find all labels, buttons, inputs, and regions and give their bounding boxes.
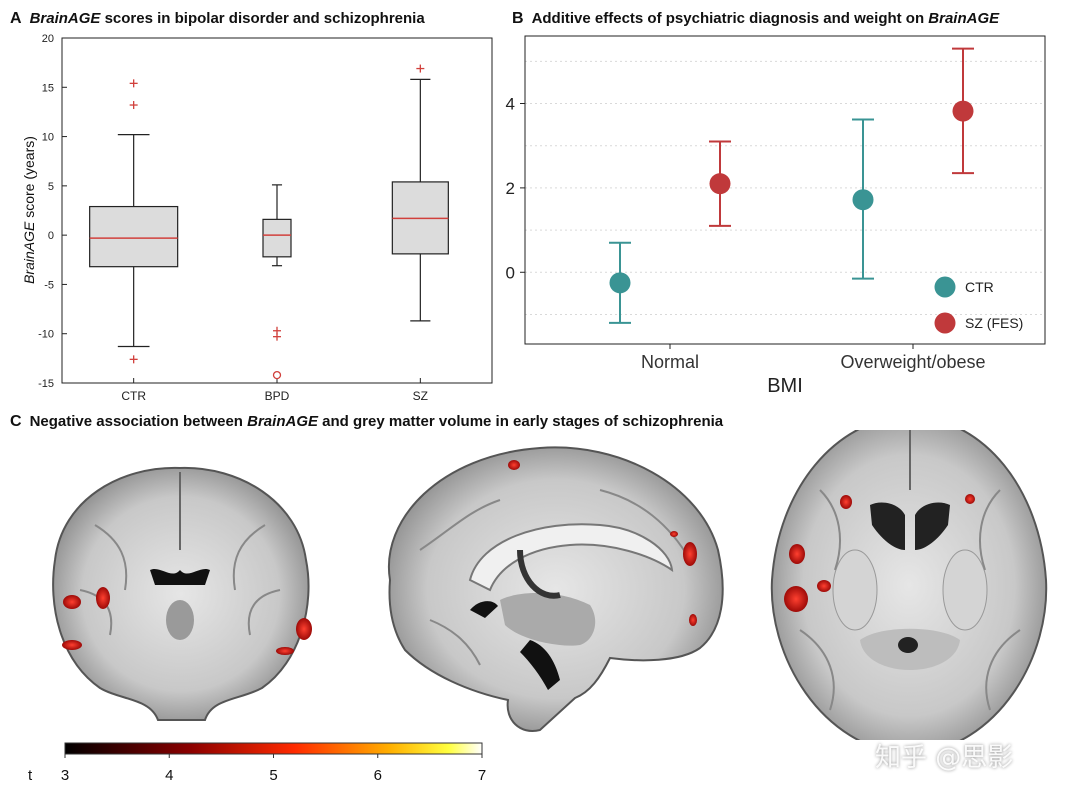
panel-b-letter: B [512,10,524,27]
y-axis-label-italic: BrainAGE [21,221,37,284]
outlier-plus [416,64,425,73]
y-tick-label: 10 [42,132,54,144]
cluster-sagittal-3 [670,531,678,537]
colorbar-gradient [64,742,483,755]
colorbar-tick-label: 6 [374,767,382,784]
cluster-axial-3 [817,580,831,592]
colorbar-label: t [28,767,33,784]
panel-c-title: C Negative association between BrainAGE a… [10,413,723,431]
x-tick-label: Overweight/obese [840,352,985,372]
cluster-coronal-4 [296,618,312,640]
cluster-axial-2 [789,544,805,564]
y-axis-label-rest: score (years) [21,136,37,222]
cluster-axial-4 [784,586,808,612]
watermark: 知乎 @思影 [875,743,1014,773]
pointrange-chart: 0 2 4 Normal Overweight/obese CTR SZ (FES) B… [506,35,1046,397]
series-ctr [609,118,874,324]
panel-c-title-post: and grey matter volume in early stages o… [318,413,724,430]
axial-slice [770,430,1048,740]
y-tick-label: 4 [506,95,515,114]
sagittal-slice [387,446,724,732]
legend-marker [934,276,956,298]
cluster-coronal-3 [62,640,82,650]
box-ctr [89,79,179,364]
panel-b-title-italic: BrainAGE [928,10,1000,27]
data-point [852,189,874,211]
panel-b-title-rest: Additive effects of psychiatric diagnosi… [531,10,929,27]
panel-c-title-italic: BrainAGE [247,413,318,430]
data-point [952,100,974,122]
boxplot-chart: -15 -10 -5 0 5 10 15 20 CTR BPD SZ BrainAGE score… [21,33,493,403]
legend-label: CTR [965,279,994,295]
outlier-plus [129,79,138,88]
x-tick-label: SZ [413,389,428,403]
outlier-plus [273,332,281,341]
panel-c-letter: C [10,413,22,430]
legend-label: SZ (FES) [965,315,1023,331]
colorbar-tick-label: 7 [478,767,486,784]
cluster-axial-1 [840,495,852,509]
cluster-axial-5 [965,494,975,504]
y-tick-label: 20 [42,33,54,45]
x-tick-label: BPD [265,389,290,403]
y-tick-label: 0 [48,230,54,242]
y-tick-label: -5 [44,279,54,291]
x-tick-label: Normal [641,352,699,372]
data-point [709,173,731,195]
outlier-circle [272,370,282,380]
y-tick-label: 5 [48,181,54,193]
legend-marker [934,312,956,334]
y-tick-label: 2 [506,179,515,198]
x-tick-label: CTR [121,389,146,403]
outlier-plus [129,101,138,110]
panel-a-letter: A [10,10,22,27]
colorbar-tick-label: 3 [61,767,69,784]
box-iqr [89,205,179,268]
plot-frame [524,35,1046,345]
colorbar: t 3 4 5 6 7 [28,742,486,784]
cluster-coronal-2 [96,587,110,609]
x-axis-label: BMI [767,375,803,397]
colorbar-tick-label: 4 [165,767,173,784]
cluster-sagittal-4 [689,614,697,626]
outlier-plus [129,355,138,364]
panel-c-title-pre: Negative association between [29,413,248,430]
panel-b-title: B Additive effects of psychiatric diagnos… [512,10,999,28]
brain-images [52,430,1048,740]
cluster-coronal-1 [63,595,81,609]
panel-a-title: A BrainAGE scores in bipolar disorder and… [10,10,425,28]
y-tick-label: 15 [42,82,54,94]
y-tick-label: 0 [506,263,515,282]
colorbar-tick-label: 5 [269,767,277,784]
y-axis-label: BrainAGE score (years) [21,136,37,284]
y-tick-label: -15 [38,378,54,390]
cluster-coronal-5 [276,647,294,655]
y-tick-label: -10 [38,329,54,341]
box-sz [391,64,449,322]
data-point [609,272,631,294]
panel-a-title-italic: BrainAGE [29,10,101,27]
box-iqr [262,218,292,258]
panel-a-title-rest: scores in bipolar disorder and schizophr… [100,10,425,27]
cluster-sagittal-1 [508,460,520,470]
cluster-sagittal-2 [683,542,697,566]
series-sz [709,47,974,227]
coronal-slice [52,466,312,721]
box-bpd [262,184,292,380]
